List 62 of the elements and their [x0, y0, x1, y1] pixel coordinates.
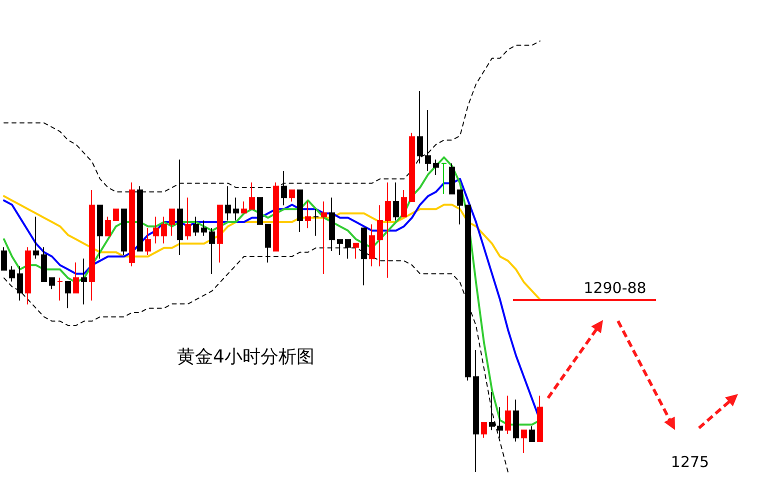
candlestick	[169, 208, 175, 236]
candlestick	[401, 190, 407, 218]
candlestick	[473, 350, 479, 472]
candlestick	[121, 208, 127, 256]
candlestick	[161, 216, 167, 244]
candlestick	[257, 197, 263, 225]
candlestick	[81, 258, 87, 305]
candlestick	[353, 242, 359, 260]
candlestick	[9, 266, 15, 282]
candlestick	[497, 406, 503, 438]
candlestick	[233, 197, 239, 222]
candlestick	[209, 228, 215, 274]
candlestick	[33, 216, 39, 260]
candlestick	[57, 277, 63, 302]
candlestick	[377, 204, 383, 267]
candlestick	[273, 182, 279, 252]
candlestick	[297, 190, 303, 232]
candlestick	[505, 395, 511, 434]
text: 黄金4小时分析图	[177, 346, 314, 368]
candlestick	[489, 391, 495, 431]
candlestick	[289, 190, 295, 202]
candlestick	[537, 395, 543, 442]
candlestick	[249, 182, 255, 210]
candlestick	[217, 204, 223, 263]
candlestick	[97, 204, 103, 260]
candlestick	[145, 228, 151, 256]
candlestick	[513, 399, 519, 442]
candlestick	[73, 262, 79, 294]
candlestick	[153, 216, 159, 244]
text: 1290-88	[584, 279, 646, 297]
candlestick	[113, 208, 119, 222]
candlestick	[1, 246, 7, 271]
text: 1275	[670, 453, 710, 471]
candlestick	[457, 190, 463, 225]
candlestick	[449, 162, 455, 194]
candlestick	[185, 197, 191, 240]
candlestick	[425, 110, 431, 172]
candlestick	[481, 422, 487, 438]
candlestick	[129, 182, 135, 267]
candlestick	[305, 200, 311, 229]
candlestick	[385, 182, 391, 278]
candlestick	[313, 208, 319, 236]
candlestick	[17, 266, 23, 302]
candlestick	[433, 159, 439, 176]
candlestick	[41, 246, 47, 282]
candlestick	[89, 190, 95, 302]
candlestick	[25, 246, 31, 305]
candlestick	[65, 281, 71, 309]
candlestick	[409, 132, 415, 202]
candlestick	[393, 182, 399, 222]
candlestick	[49, 277, 55, 290]
candlestick	[225, 186, 231, 222]
candlestick	[369, 224, 375, 267]
candlestick	[417, 90, 423, 164]
candlestick	[201, 220, 207, 236]
candlestick	[241, 200, 247, 214]
candlestick	[521, 430, 527, 454]
candlestick	[529, 426, 535, 442]
candlestick	[193, 216, 199, 236]
candlestick	[105, 216, 111, 236]
candlestick	[321, 200, 327, 274]
candlestick	[441, 162, 447, 194]
